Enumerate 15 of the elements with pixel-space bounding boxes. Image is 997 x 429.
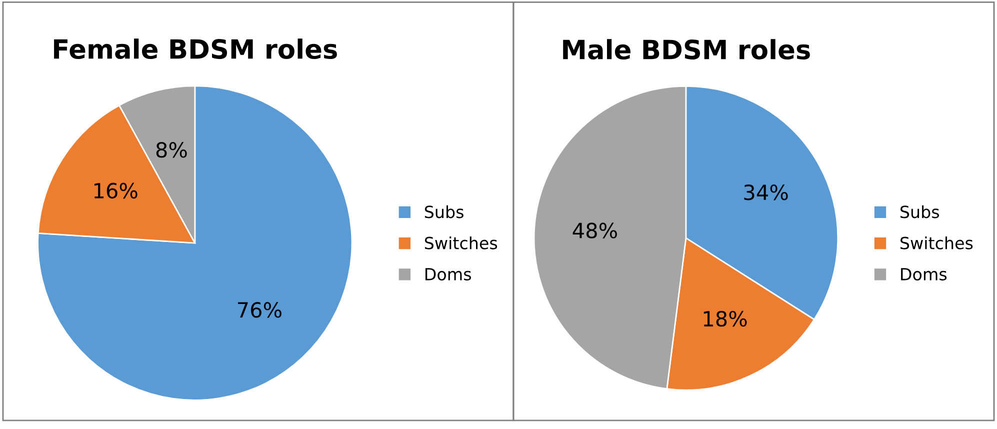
pie-slice [37, 85, 353, 401]
legend-label: Doms [425, 268, 471, 280]
legend-label: Doms [901, 268, 947, 280]
legend-label: Switches [424, 236, 498, 250]
data-label: 76% [238, 302, 282, 318]
legend-label: Subs [424, 205, 464, 218]
legend-label: Subs [900, 205, 940, 218]
chart-title: Female BDSM roles [54, 38, 337, 60]
legend-label: Switches [900, 236, 973, 250]
data-label: 16% [94, 182, 138, 199]
data-label: 8% [156, 142, 187, 158]
data-label: 48% [572, 222, 617, 238]
data-label: 18% [704, 310, 747, 327]
data-label: 34% [744, 184, 788, 200]
chart-title: Male BDSM roles [563, 39, 810, 60]
